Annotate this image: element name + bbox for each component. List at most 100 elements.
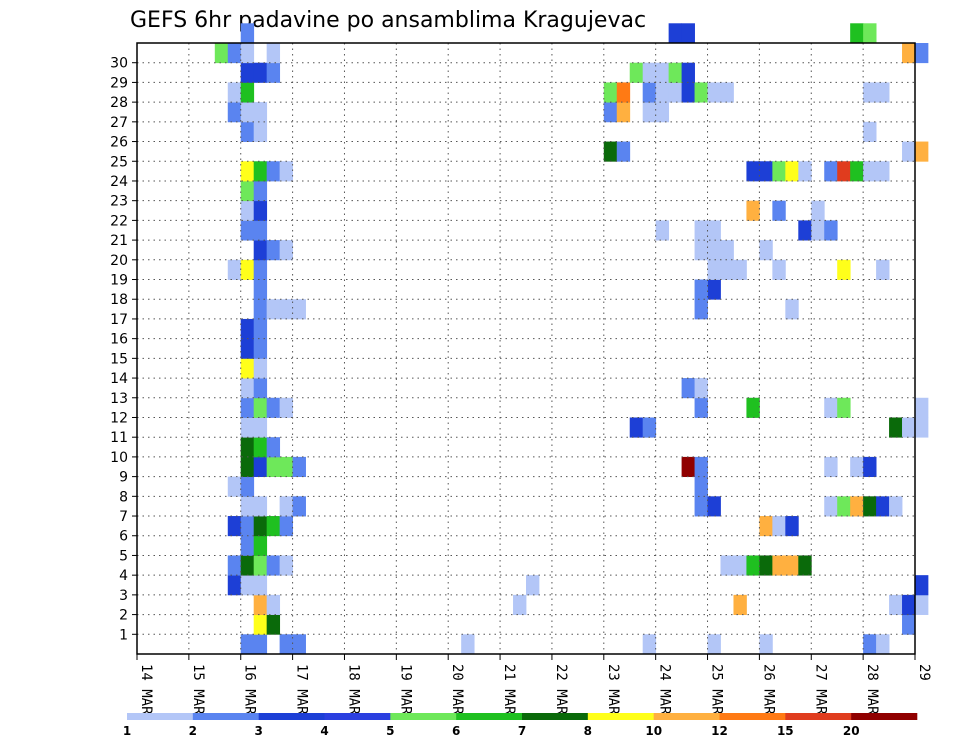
- heatmap-cell-134: [240, 200, 255, 221]
- heatmap-cell-175: [668, 82, 682, 103]
- heatmap-cell-115: [733, 259, 747, 280]
- heatmap-cell-136: [746, 200, 760, 221]
- colorbar-label: 8: [584, 724, 592, 738]
- y-tick-label: 16: [110, 332, 128, 348]
- heatmap-cell-193: [266, 43, 281, 64]
- heatmap-cell-97: [240, 338, 255, 359]
- heatmap-cell-174: [655, 82, 670, 103]
- heatmap-cell-31: [733, 555, 747, 576]
- colorbar-swatch-5-6: [390, 713, 457, 720]
- heatmap-cell-199: [850, 23, 864, 44]
- heatmap-cell-46: [785, 516, 799, 537]
- heatmap-cell-103: [279, 299, 293, 320]
- y-tick-label: 26: [110, 135, 128, 151]
- heatmap-cell-120: [266, 240, 281, 261]
- colorbar-label: 20: [843, 724, 860, 738]
- heatmap-cell-24: [915, 575, 929, 596]
- heatmap-cell-33: [759, 555, 773, 576]
- heatmap-cell-130: [707, 220, 721, 241]
- heatmap-cell-27: [253, 555, 268, 576]
- heatmap-cell-191: [227, 43, 242, 64]
- colorbar-label: 5: [386, 724, 394, 738]
- heatmap-cell-20: [227, 575, 242, 596]
- heatmap-cell-0: [240, 634, 255, 655]
- colorbar-swatch-2-3: [192, 713, 259, 720]
- y-tick-label: 9: [119, 470, 128, 486]
- heatmap-cell-66: [292, 456, 306, 478]
- heatmap-cell-87: [746, 397, 760, 418]
- colorbar-label: 10: [645, 724, 662, 738]
- x-tick-label: 20 MAR: [449, 664, 465, 715]
- heatmap-cell-22: [253, 575, 268, 596]
- heatmap-cell-168: [655, 102, 670, 123]
- heatmap-cell-9: [876, 634, 890, 655]
- heatmap-cell-44: [759, 516, 773, 537]
- colorbar-label: 2: [189, 724, 197, 738]
- heatmap-cell-170: [240, 82, 255, 103]
- heatmap-cell-52: [707, 496, 721, 517]
- heatmap-cell-163: [240, 102, 255, 123]
- heatmap-cell-75: [240, 417, 255, 438]
- heatmap-cell-45: [772, 516, 786, 537]
- heatmap-cell-172: [616, 82, 631, 103]
- y-tick-label: 11: [110, 430, 128, 446]
- y-tick-label: 5: [119, 548, 128, 564]
- heatmap-cell-152: [850, 161, 864, 182]
- y-tick-label: 3: [119, 588, 128, 604]
- heatmap-cell-29: [279, 555, 293, 576]
- heatmap-cell-138: [811, 200, 825, 221]
- heatmap-cell-2: [279, 634, 293, 655]
- x-tick-label: 18 MAR: [346, 664, 362, 715]
- heatmap-cell-154: [876, 161, 890, 182]
- heatmap-cell-10: [253, 614, 268, 635]
- heatmap-cell-69: [824, 456, 838, 478]
- heatmap-cell-177: [694, 82, 708, 103]
- y-tick-label: 7: [119, 509, 128, 525]
- colorbar-label: 12: [711, 724, 728, 738]
- heatmap-cell-176: [681, 82, 695, 103]
- heatmap-cell-93: [681, 378, 695, 399]
- heatmap-cell-149: [798, 161, 812, 182]
- colorbar-swatch-4-5: [324, 713, 391, 720]
- heatmap-cell-119: [253, 240, 268, 261]
- colorbar-swatch-15-20: [785, 713, 852, 720]
- heatmap-cell-50: [292, 496, 306, 517]
- chart-title: GEFS 6hr padavine po ansamblima Kragujev…: [130, 8, 646, 33]
- heatmap-cell-171: [603, 82, 618, 103]
- heatmap-cell-112: [253, 259, 268, 280]
- y-tick-label: 10: [110, 450, 128, 466]
- heatmap-cell-19: [915, 594, 929, 615]
- heatmap-cell-84: [266, 397, 281, 418]
- heatmap-cell-133: [824, 220, 838, 241]
- heatmap-cell-28: [266, 555, 281, 576]
- heatmap-cell-67: [681, 456, 695, 478]
- heatmap-cell-73: [253, 437, 268, 458]
- y-tick-label: 1: [119, 627, 128, 643]
- heatmap-cell-196: [240, 23, 255, 44]
- x-tick-label: 21 MAR: [501, 664, 517, 715]
- heatmap-cell-98: [253, 338, 268, 359]
- heatmap-cell-180: [863, 82, 877, 103]
- heatmap-cell-140: [253, 180, 268, 202]
- heatmap-cell-26: [240, 555, 255, 576]
- heatmap-cell-59: [227, 476, 242, 497]
- heatmap-cell-30: [720, 555, 734, 576]
- heatmap-cell-111: [240, 259, 255, 280]
- y-tick-label: 8: [119, 489, 128, 505]
- y-tick-label: 30: [110, 56, 128, 72]
- heatmap-cell-164: [253, 102, 268, 123]
- heatmap-cell-95: [240, 358, 255, 379]
- heatmap-cell-83: [253, 397, 268, 418]
- y-tick-label: 6: [119, 529, 128, 545]
- heatmap-cell-162: [227, 102, 242, 123]
- heatmap-cell-65: [279, 456, 293, 478]
- heatmap-cell-17: [889, 594, 903, 615]
- heatmap-cell-182: [240, 62, 255, 83]
- y-tick-label: 20: [110, 253, 128, 269]
- x-tick-label: 23 MAR: [605, 664, 621, 715]
- heatmap-cell-12: [902, 614, 916, 635]
- heatmap-cell-41: [253, 516, 268, 537]
- heatmap-cell-195: [915, 43, 929, 64]
- heatmap-cell-70: [850, 456, 864, 478]
- heatmap-cell-79: [889, 417, 903, 438]
